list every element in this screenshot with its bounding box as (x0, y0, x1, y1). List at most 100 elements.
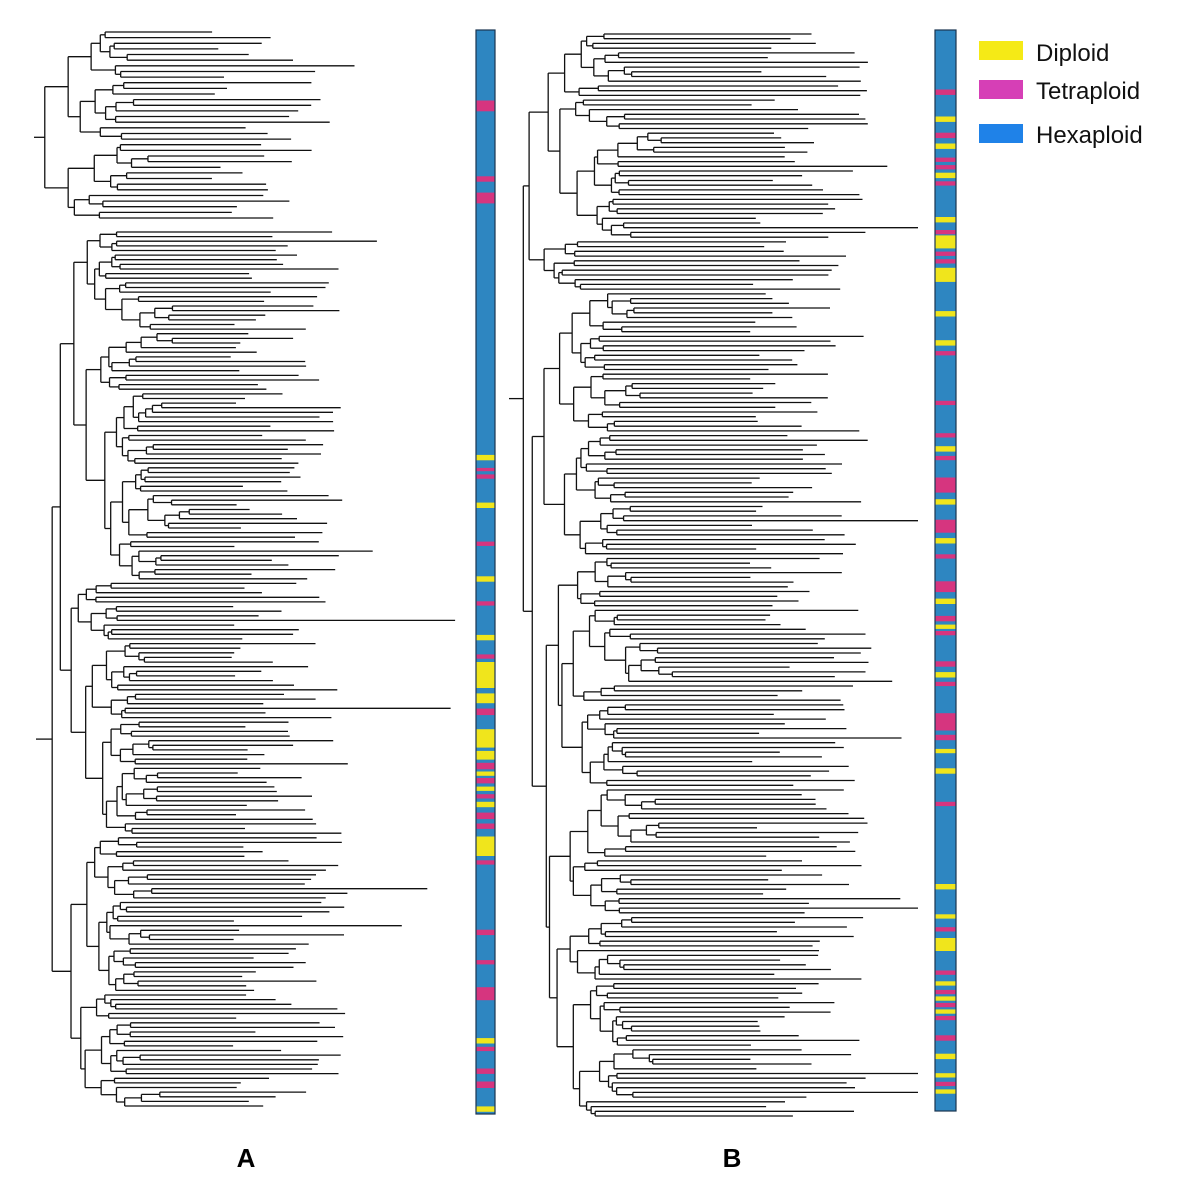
ploidy-strip-b (934, 29, 957, 1112)
ploidy-band-tetraploid (476, 812, 495, 820)
ploidy-band-tetraploid (476, 467, 495, 472)
ploidy-band-tetraploid (476, 860, 495, 865)
ploidy-band-tetraploid (935, 631, 956, 636)
ploidy-band-tetraploid (935, 554, 956, 559)
ploidy-band-tetraploid (476, 778, 495, 784)
ploidy-band-tetraploid (476, 192, 495, 204)
ploidy-band-tetraploid (935, 581, 956, 593)
ploidy-band-tetraploid (935, 1015, 956, 1021)
ploidy-band-diploid (476, 801, 495, 808)
ploidy-band-diploid (476, 576, 495, 582)
ploidy-band-tetraploid (935, 681, 956, 687)
ploidy-band-diploid (476, 786, 495, 791)
ploidy-band-tetraploid (476, 1068, 495, 1074)
ploidy-band-diploid (476, 502, 495, 508)
ploidy-band-diploid (935, 340, 956, 346)
ploidy-band-diploid (935, 499, 956, 505)
legend-swatch-hexaploid (979, 124, 1023, 143)
ploidy-band-tetraploid (476, 1081, 495, 1088)
ploidy-band-tetraploid (935, 157, 956, 162)
ploidy-band-diploid (476, 634, 495, 641)
ploidy-band-diploid (935, 598, 956, 604)
ploidy-band-tetraploid (935, 230, 956, 235)
ploidy-band-diploid (935, 914, 956, 919)
ploidy-band-diploid (935, 938, 956, 951)
ploidy-band-tetraploid (935, 165, 956, 170)
strip-border (934, 29, 957, 1112)
ploidy-band-tetraploid (476, 474, 495, 479)
ploidy-band-diploid (935, 267, 956, 282)
ploidy-band-tetraploid (935, 251, 956, 256)
ploidy-band-tetraploid (476, 1046, 495, 1052)
ploidy-band-diploid (935, 1053, 956, 1060)
ploidy-band-tetraploid (935, 927, 956, 932)
ploidy-band-tetraploid (476, 601, 495, 606)
ploidy-band-tetraploid (476, 762, 495, 770)
ploidy-band-diploid (476, 662, 495, 688)
ploidy-band-tetraploid (935, 801, 956, 807)
ploidy-band-tetraploid (476, 960, 495, 965)
ploidy-band-tetraploid (935, 455, 956, 461)
ploidy-band-tetraploid (476, 654, 495, 659)
ploidy-band-diploid (935, 217, 956, 223)
ploidy-band-tetraploid (935, 259, 956, 264)
ploidy-band-tetraploid (935, 615, 956, 622)
ploidy-band-tetraploid (935, 433, 956, 438)
ploidy-band-tetraploid (476, 794, 495, 799)
ploidy-band-diploid (935, 672, 956, 678)
ploidy-strip-a (475, 29, 496, 1115)
strip-background (935, 30, 956, 1111)
tree-b (509, 33, 918, 1117)
legend-label-hexaploid: Hexaploid (1036, 122, 1143, 149)
ploidy-band-diploid (476, 1038, 495, 1044)
ploidy-band-diploid (476, 729, 495, 748)
panel-label-b: B (723, 1143, 742, 1173)
ploidy-band-diploid (935, 748, 956, 754)
ploidy-band-diploid (935, 1089, 956, 1094)
ploidy-band-tetraploid (935, 734, 956, 741)
ploidy-band-diploid (935, 1009, 956, 1014)
ploidy-band-tetraploid (935, 1002, 956, 1008)
ploidy-band-diploid (935, 172, 956, 179)
ploidy-band-diploid (935, 624, 956, 629)
legend-label-diploid: Diploid (1036, 40, 1109, 67)
ploidy-band-tetraploid (476, 823, 495, 829)
ploidy-band-tetraploid (935, 351, 956, 356)
ploidy-band-tetraploid (935, 1035, 956, 1041)
ploidy-band-tetraploid (476, 987, 495, 1001)
ploidy-band-tetraploid (935, 713, 956, 731)
ploidy-band-diploid (476, 693, 495, 704)
ploidy-band-tetraploid (935, 477, 956, 493)
ploidy-band-tetraploid (476, 708, 495, 716)
ploidy-band-tetraploid (935, 181, 956, 186)
tree-a (34, 31, 456, 1107)
legend-swatch-tetraploid (979, 80, 1023, 99)
ploidy-band-tetraploid (935, 970, 956, 975)
panel-label-a: A (237, 1143, 256, 1173)
strip-border (475, 29, 496, 1115)
ploidy-band-tetraploid (476, 176, 495, 182)
ploidy-band-diploid (935, 446, 956, 452)
ploidy-band-tetraploid (476, 100, 495, 112)
ploidy-band-tetraploid (935, 519, 956, 533)
ploidy-band-tetraploid (476, 929, 495, 936)
ploidy-band-diploid (935, 996, 956, 1001)
ploidy-band-diploid (935, 143, 956, 149)
ploidy-band-diploid (476, 750, 495, 760)
ploidy-band-diploid (935, 884, 956, 890)
ploidy-band-tetraploid (476, 541, 495, 546)
legend-label-tetraploid: Tetraploid (1036, 78, 1140, 105)
ploidy-band-diploid (476, 454, 495, 461)
ploidy-band-tetraploid (935, 989, 956, 995)
ploidy-band-diploid (935, 538, 956, 544)
ploidy-band-tetraploid (935, 400, 956, 406)
ploidy-band-tetraploid (935, 132, 956, 139)
ploidy-band-diploid (935, 235, 956, 249)
ploidy-band-tetraploid (935, 661, 956, 667)
ploidy-band-diploid (476, 771, 495, 776)
ploidy-band-tetraploid (935, 1081, 956, 1087)
ploidy-band-diploid (476, 1106, 495, 1112)
ploidy-band-diploid (935, 116, 956, 122)
